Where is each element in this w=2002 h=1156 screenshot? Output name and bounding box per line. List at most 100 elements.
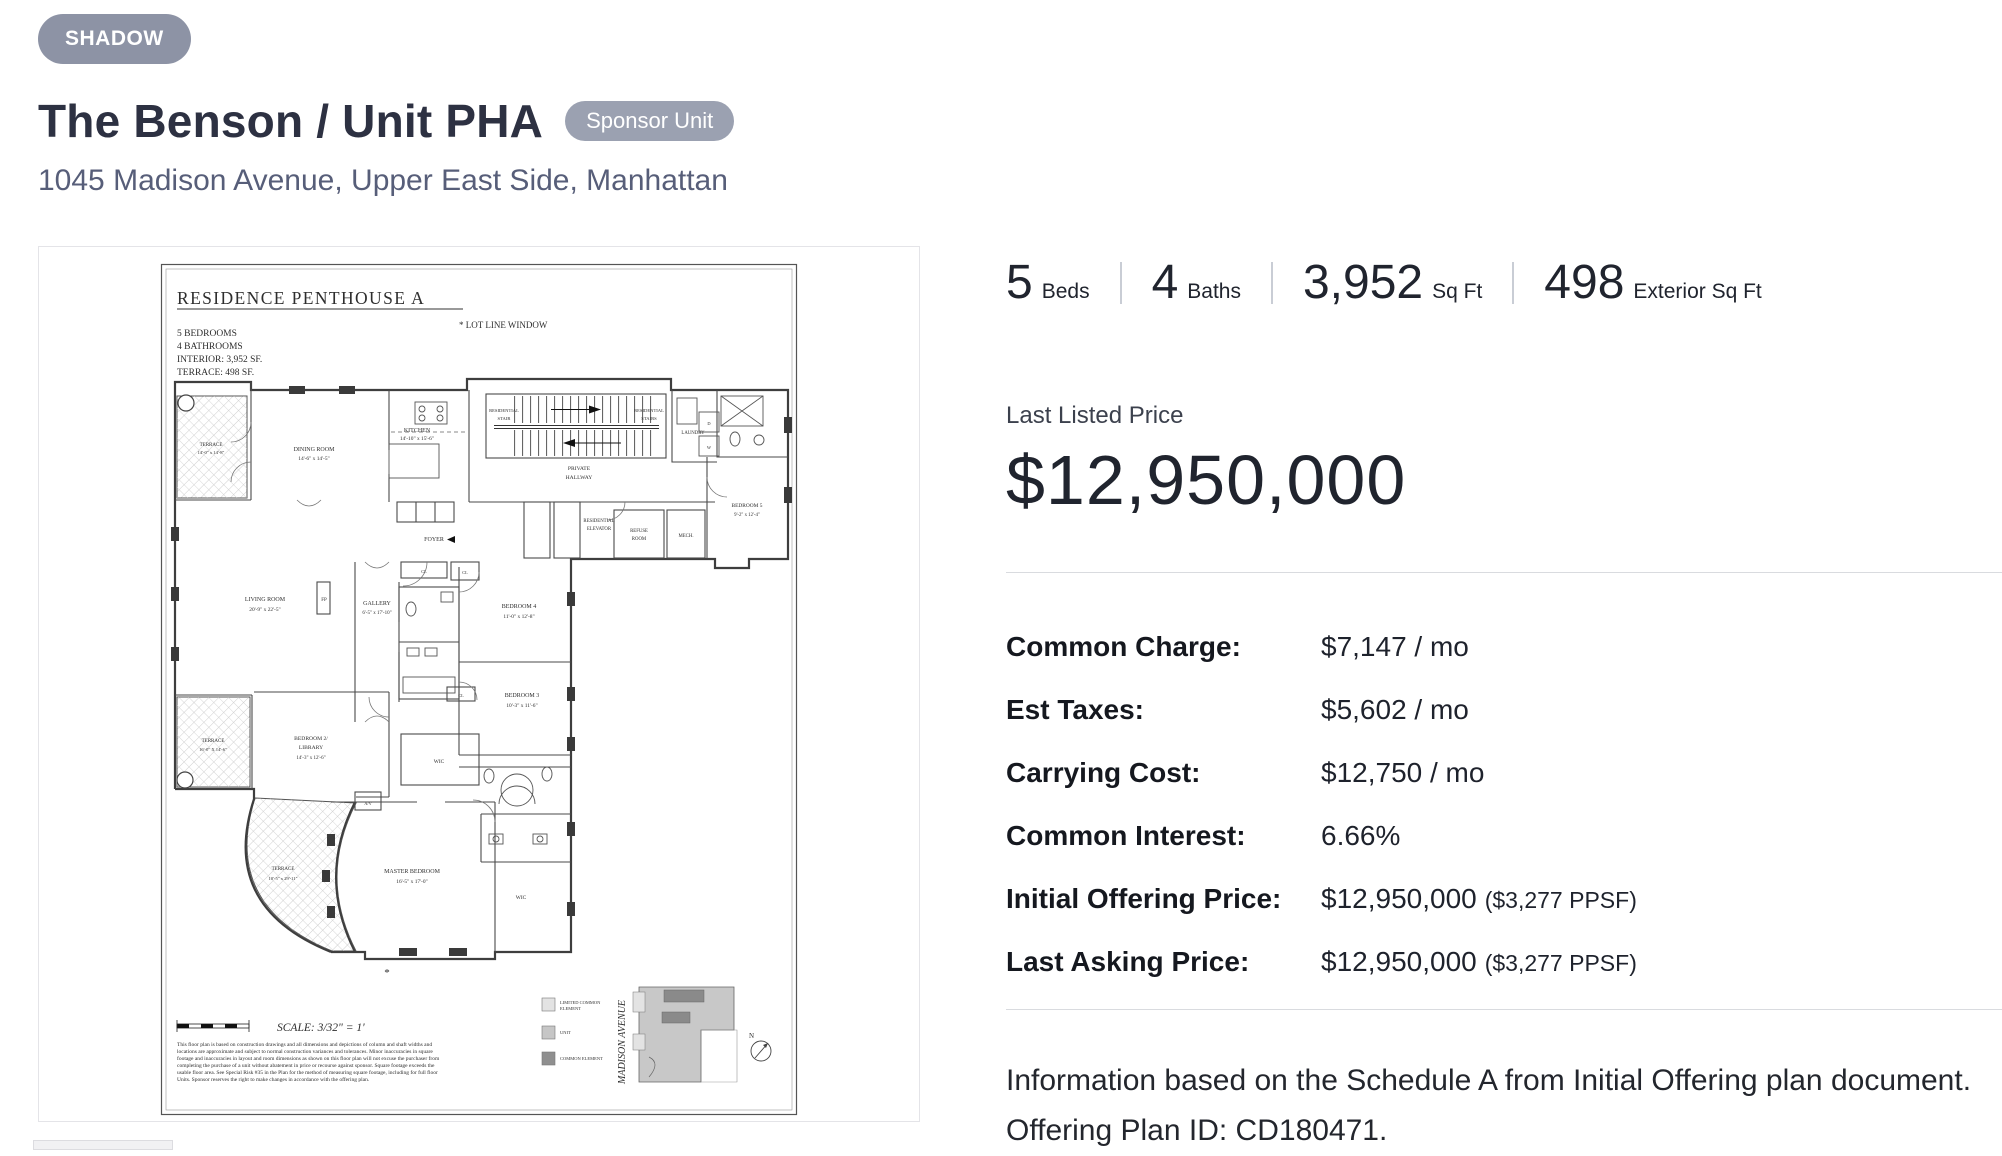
detail-row-initial-offering-price: Initial Offering Price: $12,950,000 ($3,… (1006, 883, 1637, 914)
page-title: The Benson / Unit PHA (38, 95, 544, 147)
svg-text:14'-3" x 12'-6": 14'-3" x 12'-6" (296, 756, 325, 761)
main-content: RESIDENCE PENTHOUSE A 5 BEDROOMS 4 BATHR… (38, 246, 2002, 1156)
details-table: Common Charge: $7,147 / mo Est Taxes: $5… (1006, 631, 2002, 978)
room-laundry: LAUNDRY (681, 431, 705, 436)
svg-text:20'-9" x 22'-5": 20'-9" x 22'-5" (249, 607, 281, 613)
divider (1006, 1009, 2002, 1010)
stat-divider (1119, 261, 1122, 304)
offering-plan-note-line1: Information based on the Schedule A from… (1006, 1064, 1972, 1097)
svg-text:COMMON ELEMENT: COMMON ELEMENT (560, 1056, 603, 1061)
svg-text:locations are approximate and: locations are approximate and subject to… (177, 1049, 433, 1055)
room-master: MASTER BEDROOM (384, 869, 441, 875)
svg-text:16'-0" X 14'-6": 16'-0" X 14'-6" (199, 747, 227, 752)
room-terrace3: TERRACE (272, 867, 295, 872)
svg-text:usable floor area. See Special: usable floor area. See Special Risk #35 … (177, 1069, 438, 1076)
exterior-walls (173, 377, 790, 961)
room-av: A/V (364, 801, 372, 806)
svg-text:Units. Sponsor reserves the ri: Units. Sponsor reserves the right to mak… (177, 1076, 370, 1083)
svg-text:footage and inaccuracies in la: footage and inaccuracies in layout and r… (177, 1055, 440, 1062)
room-stair1: RESIDENTIAL (489, 408, 519, 413)
plan-legend: LIMITED COMMON ELEMENT UNIT COMMON ELEME… (541, 997, 603, 1066)
plan-info-terrace: TERRACE: 498 SF. (177, 368, 254, 378)
kitchen-fixtures (388, 401, 467, 479)
room-refuse: REFUSE (630, 529, 648, 534)
thumbnail-strip-partial[interactable] (33, 1140, 173, 1150)
scale-text: SCALE: 3/32" = 1' (277, 1022, 365, 1034)
svg-text:STAIRS: STAIRS (641, 416, 657, 421)
stat-divider (1270, 261, 1273, 304)
stats-row: 5 Beds 4 Baths 3,952 Sq Ft 498 Exterior … (1006, 255, 2002, 310)
stat-divider (1512, 261, 1515, 304)
details-panel: 5 Beds 4 Baths 3,952 Sq Ft 498 Exterior … (1006, 246, 2002, 1156)
floorplan-image[interactable]: RESIDENCE PENTHOUSE A 5 BEDROOMS 4 BATHR… (38, 246, 920, 1122)
room-bedroom5: BEDROOM 5 (732, 503, 763, 509)
plan-info-bathrooms: 4 BATHROOMS (177, 342, 243, 352)
svg-text:16'-5" x 17'-0": 16'-5" x 17'-0" (396, 879, 428, 885)
detail-row-common-charge: Common Charge: $7,147 / mo (1006, 631, 1469, 662)
interior-walls (175, 382, 788, 952)
svg-text:HALLWAY: HALLWAY (566, 475, 593, 481)
room-terrace2: TERRACE (202, 739, 225, 744)
terrace-hatch-areas (176, 395, 357, 952)
detail-row-carrying-cost: Carrying Cost: $12,750 / mo (1006, 757, 1485, 788)
last-listed-price: $12,950,000 (1006, 441, 1407, 519)
shadow-badge: SHADOW (38, 14, 191, 64)
svg-text:6'-5" x 17'-10": 6'-5" x 17'-10" (362, 611, 391, 616)
room-wic1: WIC (434, 759, 445, 765)
svg-text:LIBRARY: LIBRARY (299, 745, 323, 751)
svg-text:ROOM: ROOM (632, 537, 647, 542)
service-fixtures (676, 395, 765, 457)
title-row: The Benson / Unit PHA Sponsor Unit (38, 94, 2002, 148)
svg-text:STAIR: STAIR (498, 416, 512, 421)
lot-line-asterisk: * (384, 967, 390, 979)
plan-info-bedrooms: 5 BEDROOMS (177, 329, 237, 339)
svg-text:completing the purchase of a u: completing the purchase of a unit withou… (177, 1062, 435, 1069)
svg-text:10'-3" x 11'-6": 10'-3" x 11'-6" (506, 703, 537, 709)
detail-row-last-asking-price: Last Asking Price: $12,950,000 ($3,277 P… (1006, 946, 1637, 977)
washer-label: W (707, 445, 712, 450)
bath-fixtures (402, 591, 553, 845)
fireplace-label: FP (321, 598, 327, 603)
compass-icon: N (749, 1032, 772, 1062)
price-label: Last Listed Price (1006, 402, 1184, 429)
svg-text:N: N (749, 1032, 754, 1040)
room-labels: TERRACE 14'-0" x 14'-8" DINING ROOM 14'-… (198, 408, 763, 901)
svg-text:ELEMENT: ELEMENT (560, 1006, 581, 1011)
svg-text:9'-2" x 12'-4": 9'-2" x 12'-4" (734, 513, 760, 518)
plan-title: RESIDENCE PENTHOUSE A (177, 288, 425, 308)
room-stair2: RESIDENTIAL (634, 408, 664, 413)
svg-text:This floor plan is based on co: This floor plan is based on construction… (177, 1041, 432, 1048)
closet-label: CL (462, 570, 468, 575)
staircase (494, 396, 659, 456)
column (177, 394, 195, 412)
key-plan: MADISON AVENUE (617, 986, 738, 1085)
svg-text:14'-10" x 15'-6": 14'-10" x 15'-6" (400, 436, 434, 442)
window-jambs (171, 386, 792, 956)
svg-text:ELEVATOR: ELEVATOR (587, 527, 612, 532)
svg-text:14'-6" x 14'-5": 14'-6" x 14'-5" (298, 456, 330, 462)
stat-sqft: 3,952 Sq Ft (1302, 256, 1483, 309)
listing-address: 1045 Madison Avenue, Upper East Side, Ma… (38, 164, 728, 197)
svg-text:14'-0" x 14'-8": 14'-0" x 14'-8" (198, 450, 225, 455)
room-bedroom2: BEDROOM 2/ (294, 736, 328, 742)
room-kitchen: KITCHEN (404, 428, 431, 434)
room-bedroom3: BEDROOM 3 (505, 693, 540, 699)
svg-text:UNIT: UNIT (560, 1030, 571, 1035)
svg-text:11'-0" x 12'-8": 11'-0" x 12'-8" (503, 614, 534, 620)
stat-exterior-sqft: 498 Exterior Sq Ft (1544, 256, 1762, 309)
closet-label: CL (458, 693, 464, 698)
column (176, 771, 194, 789)
door-swings (230, 421, 728, 823)
sponsor-unit-badge: Sponsor Unit (565, 101, 735, 141)
scale-bar (176, 1020, 250, 1032)
stat-beds: 5 Beds (1006, 256, 1090, 309)
room-terrace1: TERRACE (200, 443, 223, 448)
detail-row-est-taxes: Est Taxes: $5,602 / mo (1006, 694, 1469, 725)
room-hallway: PRIVATE (568, 466, 591, 472)
room-dining: DINING ROOM (294, 447, 335, 453)
plan-info-interior: INTERIOR: 3,952 SF. (177, 355, 262, 365)
offering-plan-note-line2: Offering Plan ID: CD180471. (1006, 1114, 1388, 1147)
room-bedroom4: BEDROOM 4 (502, 604, 537, 610)
plan-disclaimer: This floor plan is based on construction… (177, 1041, 440, 1083)
